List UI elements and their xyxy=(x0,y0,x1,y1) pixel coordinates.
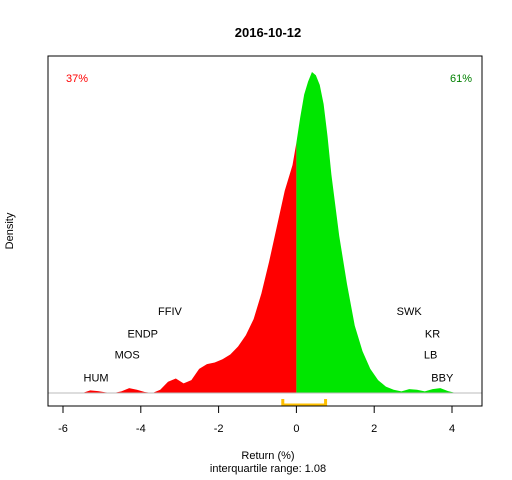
ticker-label-bby: BBY xyxy=(431,373,454,385)
ticker-label-kr: KR xyxy=(425,329,440,341)
negative-density-area xyxy=(82,142,297,393)
ticker-label-ffiv: FFIV xyxy=(158,306,182,318)
x-tick-label: -4 xyxy=(136,423,146,435)
chart-title: 2016-10-12 xyxy=(235,25,302,40)
iqr-bracket xyxy=(281,399,328,407)
ticker-label-hum: HUM xyxy=(84,373,109,385)
ticker-label-lb: LB xyxy=(424,349,437,361)
y-axis-label: Density xyxy=(4,212,16,249)
ticker-label-swk: SWK xyxy=(397,306,423,318)
x-axis-label: Return (%) xyxy=(241,450,294,462)
x-tick-label: 4 xyxy=(449,423,455,435)
positive-percent: 61% xyxy=(450,73,472,85)
x-axis: -6 -4 -2 0 2 4 xyxy=(58,405,455,435)
ticker-label-mos: MOS xyxy=(115,349,140,361)
positive-density-area xyxy=(296,72,456,393)
ticker-label-endp: ENDP xyxy=(127,329,158,341)
x-tick-label: 0 xyxy=(293,423,299,435)
x-tick-label: -6 xyxy=(58,423,68,435)
x-tick-label: 2 xyxy=(371,423,377,435)
x-tick-label: -2 xyxy=(214,423,224,435)
negative-percent: 37% xyxy=(66,73,88,85)
iqr-subtitle: interquartile range: 1.08 xyxy=(210,463,326,475)
